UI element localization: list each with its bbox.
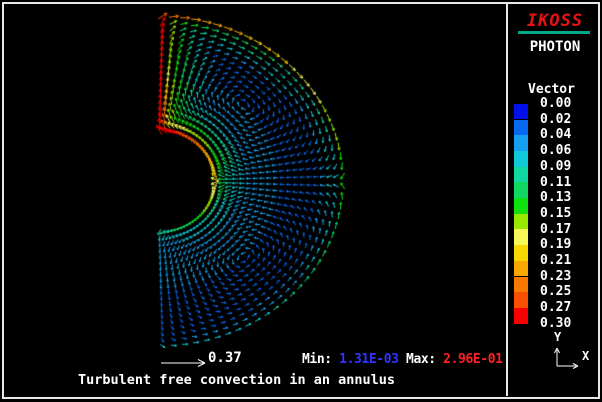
legend-color-swatch <box>514 135 528 151</box>
legend-color-swatch <box>514 229 528 246</box>
legend-value-label: 0.15 <box>540 205 572 221</box>
legend-color-swatch <box>514 119 528 136</box>
legend-value-label: 0.04 <box>540 127 572 143</box>
legend-value-label: 0.21 <box>540 253 572 268</box>
legend-value-label: 0.23 <box>540 268 572 284</box>
legend-color-swatch <box>514 150 528 167</box>
legend-value-label: 0.06 <box>540 143 572 159</box>
legend-color-swatch <box>514 245 528 261</box>
legend-value-label: 0.17 <box>540 221 572 237</box>
legend-color-swatch <box>514 198 528 214</box>
legend-value-label: 0.13 <box>540 190 572 206</box>
x-axis-label: X <box>582 349 590 363</box>
minmax-readout: Min: 1.31E-03 Max: 2.96E-01 <box>302 352 503 367</box>
legend-color-swatch <box>514 213 528 230</box>
min-value: 1.31E-03 <box>339 352 399 367</box>
legend-value-label: 0.25 <box>540 284 572 300</box>
scale-arrow-icon <box>161 359 206 367</box>
legend-value-label: 0.00 <box>540 96 572 111</box>
legend-color-swatch <box>514 260 528 277</box>
max-value: 2.96E-01 <box>443 352 503 367</box>
axes-icon <box>554 347 579 369</box>
plot-title: Turbulent free convection in an annulus <box>78 372 395 388</box>
legend-color-swatch <box>514 166 528 183</box>
legend-color-swatch <box>514 276 528 293</box>
legend-value-label: 0.11 <box>540 174 572 190</box>
legend-value-label: 0.02 <box>540 111 572 127</box>
logo-underline <box>518 31 590 34</box>
legend-panel: IKOSS PHOTON Vector 0.00 0.02 0.04 0.06 0.09… <box>506 2 602 396</box>
legend-color-swatch <box>514 307 528 324</box>
vendor-logo: IKOSS <box>526 11 584 31</box>
legend-value-label: 0.27 <box>540 300 572 316</box>
program-name: PHOTON <box>529 39 581 55</box>
y-axis-label: Y <box>554 330 562 344</box>
legend-color-swatch <box>514 292 528 308</box>
legend-color-swatch <box>514 103 528 120</box>
max-label: Max: <box>406 352 436 367</box>
legend-title: Vector <box>528 82 575 97</box>
min-label: Min: <box>302 352 332 367</box>
legend-value-label: 0.30 <box>540 315 572 331</box>
legend-value-label: 0.09 <box>540 158 572 174</box>
scale-value: 0.37 <box>208 350 242 366</box>
legend-value-label: 0.19 <box>540 237 572 253</box>
legend-color-swatch <box>514 182 528 198</box>
